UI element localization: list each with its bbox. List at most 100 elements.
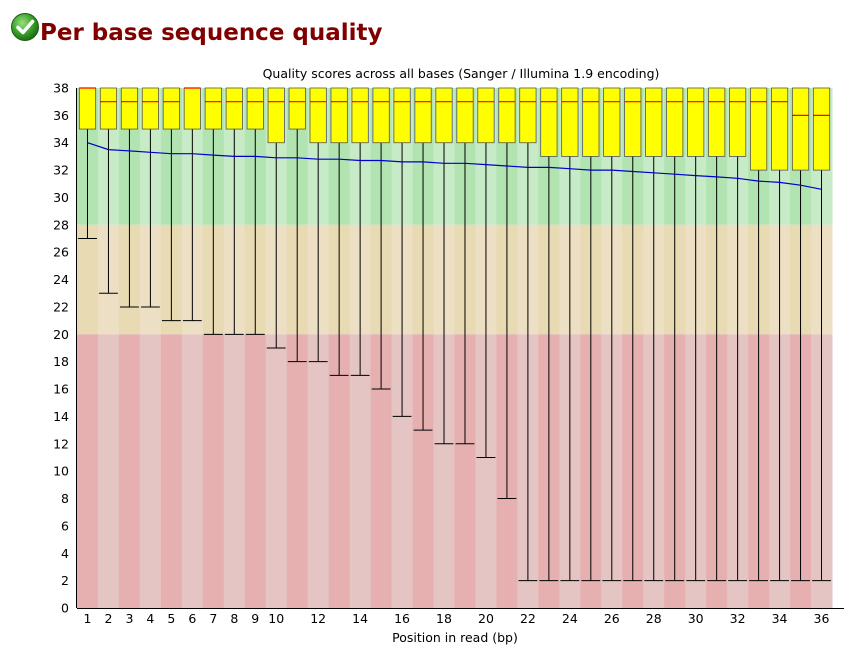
box [435, 87, 453, 144]
y-tick-label: 38 [53, 81, 69, 96]
box [519, 87, 537, 144]
y-tick-label: 28 [53, 217, 69, 232]
y-tick-label: 30 [53, 190, 69, 205]
zone-poor-stripe [118, 334, 141, 608]
box [750, 87, 768, 171]
box [540, 87, 558, 157]
box [162, 87, 180, 130]
x-tick-label: 5 [167, 611, 175, 626]
box [183, 87, 201, 130]
box [225, 87, 243, 130]
box [645, 87, 663, 157]
y-tick-label: 12 [53, 436, 69, 451]
x-tick-label: 7 [209, 611, 217, 626]
zone-reasonable-stripe [77, 224, 99, 335]
check-circle-icon [11, 13, 39, 41]
x-tick-label: 34 [772, 611, 788, 626]
zone-poor-stripe [307, 334, 330, 608]
mean-line [87, 142, 822, 190]
box [687, 87, 705, 157]
y-tick-label: 8 [61, 491, 69, 506]
y-tick-label: 22 [53, 299, 69, 314]
x-tick-label: 3 [125, 611, 133, 626]
zone-poor-stripe [475, 334, 497, 608]
zone-poor-stripe [433, 334, 455, 608]
x-tick-label: 6 [188, 611, 196, 626]
box [603, 87, 621, 157]
zone-poor-stripe [412, 334, 435, 608]
x-tick-labels: 1 2 3 4 5 6 7 8 9 10 12 14 16 18 20 22 24 26 28 30 32 34 36 [84, 611, 830, 626]
zone-poor-stripe [328, 334, 351, 608]
y-tick-label: 24 [53, 272, 69, 287]
box [204, 87, 222, 130]
page-title: Per base sequence quality [40, 20, 383, 46]
zone-poor-stripe [391, 334, 414, 608]
zone-poor-stripe [139, 334, 162, 608]
box [393, 87, 411, 144]
box [624, 87, 642, 157]
x-tick-label: 8 [230, 611, 238, 626]
box [372, 87, 390, 144]
y-tick-label: 0 [61, 601, 69, 616]
zone-poor-stripe [349, 334, 372, 608]
x-tick-label: 30 [688, 611, 704, 626]
x-tick-label: 28 [646, 611, 662, 626]
chart-title: Quality scores across all bases (Sanger … [263, 66, 660, 81]
y-tick-label: 4 [61, 546, 69, 561]
y-tick-label: 6 [61, 518, 69, 533]
x-tick-label: 22 [520, 611, 536, 626]
zone-poor-stripe [370, 334, 393, 608]
box [78, 87, 97, 130]
x-tick-label: 26 [604, 611, 620, 626]
box [708, 87, 726, 157]
y-tick-label: 16 [53, 382, 69, 397]
box [99, 87, 118, 130]
x-tick-label: 18 [436, 611, 452, 626]
box [309, 87, 327, 144]
zone-poor-stripe [97, 334, 120, 608]
box [120, 87, 139, 130]
y-tick-label: 26 [53, 245, 69, 260]
zone-poor-stripe [160, 334, 183, 608]
box [498, 87, 516, 144]
x-tick-label: 32 [730, 611, 746, 626]
box [561, 87, 579, 157]
zone-poor-stripe [77, 334, 99, 608]
zone-poor-stripe [454, 334, 476, 608]
y-tick-label: 14 [53, 409, 69, 424]
y-tick-label: 18 [53, 354, 69, 369]
x-tick-label: 12 [310, 611, 326, 626]
y-tick-label: 20 [53, 327, 69, 342]
box [729, 87, 747, 157]
box [414, 87, 432, 144]
box [666, 87, 684, 157]
box [141, 87, 159, 130]
x-tick-label: 9 [251, 611, 259, 626]
box [770, 87, 789, 171]
x-tick-label: 36 [814, 611, 830, 626]
zone-poor-stripe [265, 334, 288, 608]
box [791, 87, 810, 171]
x-tick-label: 16 [394, 611, 410, 626]
zone-poor-stripe [223, 334, 246, 608]
x-tick-label: 10 [268, 611, 284, 626]
box [582, 87, 600, 157]
x-tick-label: 20 [478, 611, 494, 626]
y-tick-label: 2 [61, 573, 69, 588]
x-axis-label: Position in read (bp) [392, 630, 518, 645]
quality-zones [77, 88, 833, 608]
zone-poor-stripe [202, 334, 225, 608]
box [330, 87, 348, 144]
box [246, 87, 264, 130]
box [267, 87, 285, 144]
y-tick-label: 34 [53, 135, 69, 150]
x-tick-label: 4 [146, 611, 154, 626]
x-tick-label: 24 [562, 611, 578, 626]
zone-poor-stripe [181, 334, 204, 608]
x-tick-label: 14 [352, 611, 368, 626]
x-tick-label: 2 [104, 611, 112, 626]
zone-poor-stripe [286, 334, 309, 608]
box [351, 87, 369, 144]
